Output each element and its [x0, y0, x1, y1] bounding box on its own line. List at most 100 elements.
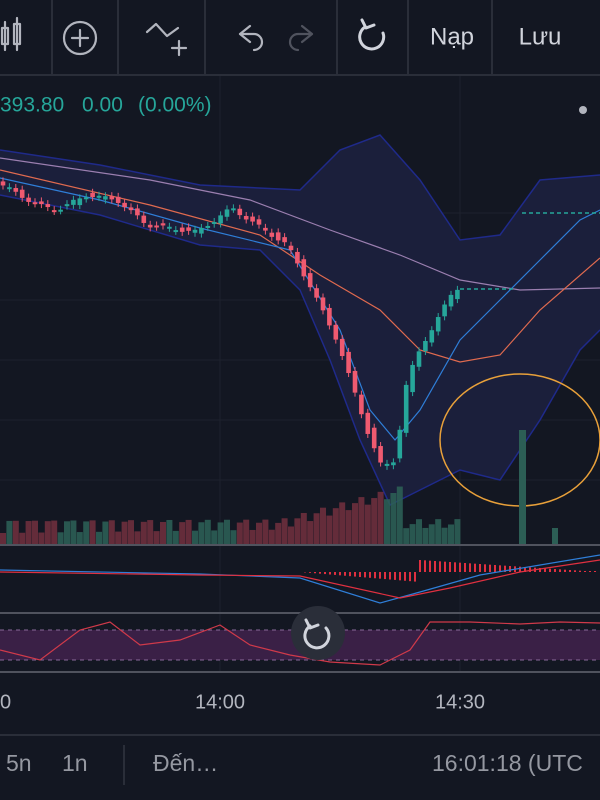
interval[interactable]: 5n — [6, 750, 32, 776]
volume — [64, 521, 70, 545]
candle — [224, 209, 230, 217]
clock: 16:01:18 (UTC — [432, 750, 583, 776]
candle — [179, 227, 185, 232]
time-label: 0 — [0, 691, 11, 713]
undo[interactable] — [238, 24, 264, 52]
volume — [326, 515, 333, 545]
candle — [442, 304, 447, 317]
macd-line — [0, 554, 600, 604]
reset-chart-button[interactable] — [291, 606, 345, 660]
candle — [160, 223, 166, 226]
volume — [294, 518, 301, 545]
volume — [179, 522, 186, 545]
volume — [115, 531, 122, 545]
candle — [397, 429, 403, 459]
volume — [371, 498, 378, 545]
volume — [300, 512, 307, 545]
volume — [70, 520, 77, 545]
candle — [135, 208, 140, 216]
legend: 393.80 0.00 (0.00%) — [0, 94, 587, 117]
candle — [371, 427, 377, 449]
candle-icon[interactable] — [0, 16, 22, 52]
goto-button[interactable]: Đến… — [153, 750, 218, 776]
candle — [103, 196, 108, 200]
candle — [333, 324, 339, 340]
rsi-line — [0, 621, 600, 666]
candle — [295, 251, 300, 264]
change: 0.00 — [82, 94, 123, 117]
volume — [160, 521, 166, 545]
candle — [455, 289, 460, 300]
add-indicator[interactable] — [62, 20, 98, 56]
volume — [38, 532, 45, 545]
volume — [448, 524, 454, 545]
interval[interactable]: 1n — [62, 750, 88, 776]
volume — [422, 527, 429, 545]
candle — [154, 225, 159, 228]
volume — [409, 524, 416, 545]
candle — [384, 463, 390, 466]
volume — [172, 530, 179, 545]
compare[interactable] — [145, 22, 188, 57]
bollinger-lower — [0, 194, 600, 507]
candle — [243, 215, 249, 220]
redo[interactable] — [288, 24, 314, 52]
volume — [128, 520, 134, 545]
price: 393.80 — [0, 94, 64, 117]
candle — [173, 230, 179, 233]
candle — [403, 384, 409, 433]
volume — [211, 530, 218, 545]
candle — [237, 208, 243, 216]
volume — [313, 513, 320, 545]
volume — [204, 519, 211, 545]
volume — [345, 510, 352, 545]
volume — [147, 520, 154, 545]
candle — [429, 330, 435, 343]
candle — [211, 221, 217, 224]
volume — [332, 508, 339, 545]
deposit-button[interactable]: Nạp — [430, 23, 474, 50]
volume — [236, 522, 243, 545]
volume — [358, 497, 365, 545]
volume — [51, 520, 58, 545]
candle — [115, 196, 121, 203]
ma-mid — [0, 169, 600, 363]
volume — [552, 528, 558, 545]
volume — [435, 519, 442, 545]
volume — [0, 533, 6, 545]
volume — [44, 521, 51, 545]
toolbar: Nạp Lưu — [0, 0, 600, 76]
volume — [6, 520, 13, 545]
volume — [57, 532, 64, 545]
candle — [122, 202, 127, 208]
volume — [243, 519, 250, 545]
volume — [121, 521, 128, 545]
volume — [268, 529, 275, 545]
reload[interactable] — [358, 18, 386, 51]
candle — [365, 412, 371, 434]
volume — [83, 521, 90, 545]
volume — [32, 520, 38, 545]
candle — [58, 209, 63, 212]
volume — [519, 430, 526, 545]
candle — [282, 237, 287, 243]
toolbar-bg — [0, 0, 600, 75]
candle — [391, 462, 396, 466]
volume — [76, 532, 83, 545]
volume — [307, 521, 314, 545]
save-button[interactable]: Lưu — [519, 23, 562, 50]
candle — [39, 201, 44, 205]
candle — [256, 219, 262, 225]
candle — [45, 204, 51, 208]
volume — [192, 530, 198, 545]
volume — [134, 531, 141, 545]
volume — [108, 520, 115, 545]
volume — [288, 526, 294, 545]
candle — [90, 192, 95, 198]
candle — [0, 181, 6, 186]
change-percent: (0.00%) — [138, 94, 212, 117]
bollinger-upper — [0, 134, 600, 241]
candle — [32, 202, 38, 205]
volume — [454, 519, 461, 545]
